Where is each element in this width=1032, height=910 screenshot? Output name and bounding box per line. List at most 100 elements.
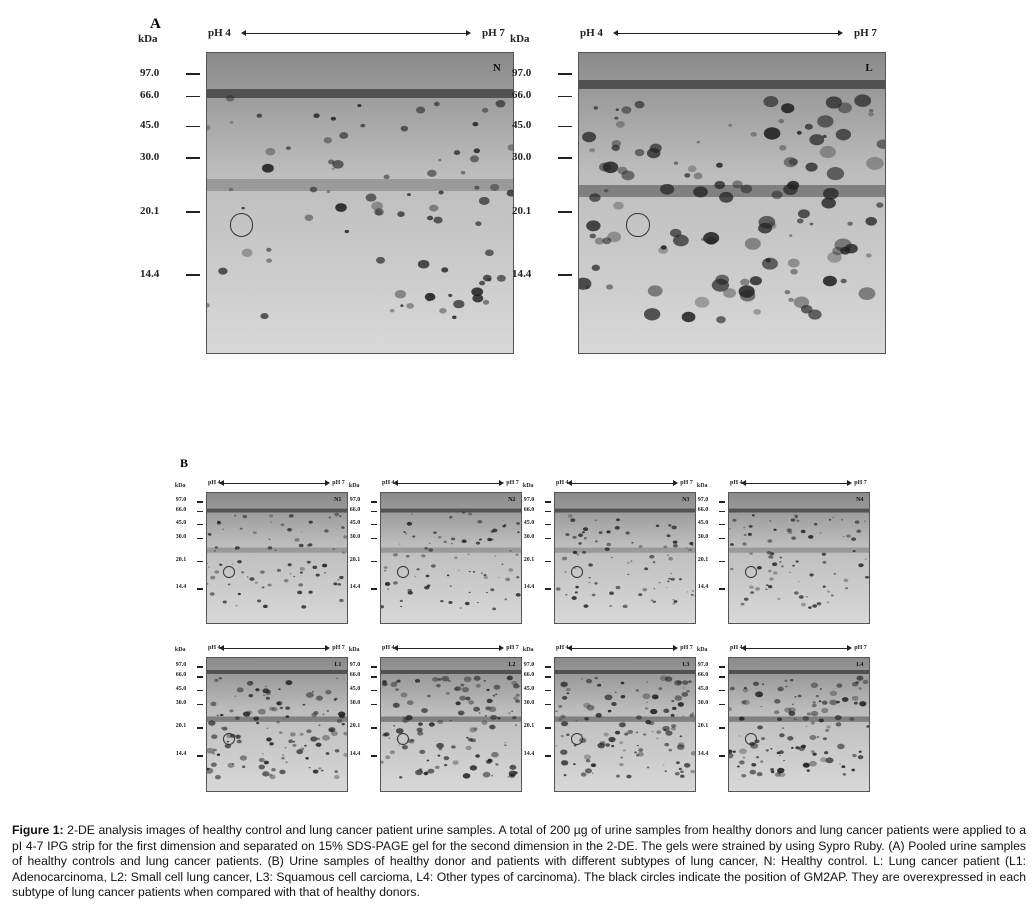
protein-spot [673, 600, 678, 603]
protein-spot [565, 593, 568, 596]
protein-spot [793, 718, 797, 721]
protein-spot [418, 722, 423, 726]
mw-marker-label: 97.0 [175, 662, 187, 669]
protein-spot [443, 540, 447, 544]
protein-spot [466, 736, 469, 739]
protein-spot [400, 605, 403, 608]
protein-spot [606, 542, 612, 547]
protein-spot [285, 761, 288, 764]
protein-spot [765, 588, 768, 591]
protein-spot [488, 706, 497, 713]
protein-spot [772, 562, 778, 567]
protein-spot [555, 587, 561, 591]
protein-spot [845, 534, 851, 538]
protein-spot [421, 708, 428, 713]
protein-spot [795, 746, 800, 750]
protein-spot [646, 701, 649, 704]
protein-spot [664, 742, 670, 747]
protein-spot [866, 725, 869, 728]
protein-spot [581, 531, 585, 534]
protein-spot [760, 705, 763, 708]
protein-spot [399, 776, 403, 779]
protein-spot [627, 573, 630, 576]
protein-spot [581, 550, 587, 554]
protein-spot [508, 568, 514, 572]
protein-spot [673, 161, 679, 165]
protein-spot [438, 535, 442, 539]
protein-spot [207, 125, 211, 131]
protein-spot [819, 145, 836, 159]
protein-spot [804, 123, 813, 130]
protein-spot [252, 531, 257, 535]
protein-spot [268, 538, 271, 541]
protein-spot [561, 556, 568, 561]
protein-spot [741, 773, 747, 778]
protein-spot [292, 743, 297, 747]
protein-spot [851, 537, 857, 541]
protein-spot [787, 180, 800, 190]
protein-spot [222, 600, 227, 604]
protein-spot [213, 748, 217, 752]
protein-spot [560, 714, 566, 719]
protein-spot [580, 772, 587, 777]
protein-spot [449, 719, 452, 722]
protein-spot [269, 514, 274, 518]
protein-spot [279, 731, 283, 734]
protein-spot [473, 675, 481, 681]
protein-spot [663, 728, 667, 732]
caption-lead: Figure 1: [12, 823, 64, 837]
mw-marker-tick [370, 676, 378, 678]
protein-spot [835, 722, 842, 727]
protein-spot [485, 706, 491, 711]
protein-spot [344, 229, 350, 234]
protein-spot [822, 134, 827, 138]
ph-end-label: pH 7 [854, 27, 877, 39]
protein-spot [578, 542, 582, 545]
protein-spot [755, 691, 764, 698]
protein-spot [783, 157, 798, 168]
protein-spot [604, 189, 609, 193]
protein-spot [777, 767, 785, 774]
protein-spot [660, 245, 667, 250]
protein-spot [338, 714, 345, 719]
protein-spot [638, 545, 643, 549]
protein-spot [308, 766, 311, 769]
protein-spot [248, 693, 254, 698]
protein-spot [341, 722, 345, 726]
protein-spot [315, 695, 323, 701]
protein-spot [489, 724, 496, 730]
gel-image: L2 [380, 657, 522, 792]
protein-spot [646, 766, 650, 769]
protein-spot [491, 751, 499, 758]
protein-spot [306, 560, 311, 564]
protein-spot [769, 520, 772, 522]
protein-spot [451, 537, 456, 541]
protein-spot [744, 237, 761, 250]
protein-spot [321, 563, 328, 568]
kda-unit-label: kDa [174, 647, 186, 654]
protein-spot [847, 221, 853, 226]
protein-spot [429, 204, 439, 212]
gm2ap-circle-marker [626, 213, 650, 237]
protein-spot [468, 700, 475, 705]
protein-spot [511, 680, 518, 686]
mw-marker-tick [558, 274, 572, 276]
mw-marker-tick [196, 703, 204, 706]
protein-spot [235, 716, 240, 720]
protein-spot [613, 201, 624, 210]
mw-marker-tick [718, 727, 726, 729]
protein-spot [266, 258, 272, 263]
protein-spot [674, 771, 680, 776]
protein-spot [822, 585, 826, 588]
protein-spot [509, 550, 512, 552]
protein-spot [433, 101, 440, 107]
protein-spot [781, 103, 795, 114]
protein-spot [598, 684, 602, 686]
protein-spot [668, 577, 672, 580]
protein-spot [742, 542, 747, 546]
protein-spot [443, 756, 450, 761]
protein-spot [606, 284, 614, 290]
protein-spot [732, 180, 743, 189]
protein-spot [501, 563, 504, 565]
protein-spot [385, 755, 391, 760]
